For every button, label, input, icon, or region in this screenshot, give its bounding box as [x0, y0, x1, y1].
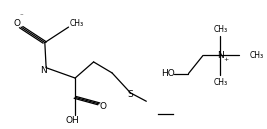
Text: S: S — [128, 90, 134, 99]
Text: O: O — [99, 102, 106, 111]
Text: N: N — [40, 66, 47, 75]
Text: +: + — [223, 58, 228, 62]
Text: OH: OH — [66, 116, 79, 125]
Text: ⁻: ⁻ — [20, 13, 23, 19]
Text: CH₃: CH₃ — [250, 51, 264, 60]
Text: HO: HO — [161, 69, 175, 78]
Text: CH₃: CH₃ — [214, 25, 228, 34]
Text: N: N — [218, 51, 224, 60]
Text: O: O — [14, 19, 21, 28]
Text: CH₃: CH₃ — [70, 19, 84, 28]
Text: CH₃: CH₃ — [214, 78, 228, 87]
